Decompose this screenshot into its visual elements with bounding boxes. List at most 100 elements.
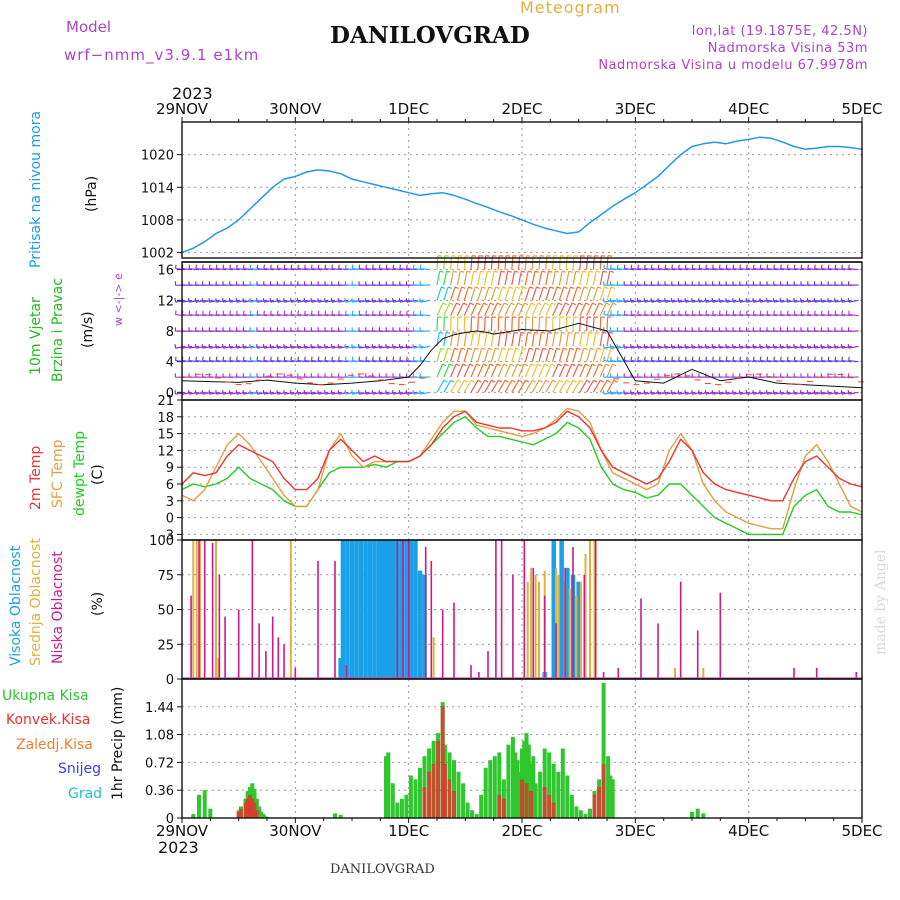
wind-barb xyxy=(780,264,782,269)
wind-barb xyxy=(385,356,388,361)
wind-barb xyxy=(787,360,798,363)
wind-barb xyxy=(571,302,576,306)
total-rain-bar xyxy=(556,771,561,818)
wind-barb xyxy=(284,314,295,317)
wind-barb xyxy=(592,332,597,347)
wind-barb xyxy=(712,356,714,361)
wind-barb xyxy=(413,268,424,271)
low-cloud-bar xyxy=(402,540,404,679)
low-cloud-bar xyxy=(294,667,297,679)
total-rain-bar xyxy=(413,779,418,818)
wind-barb xyxy=(600,379,605,383)
wind-barb xyxy=(841,310,843,315)
high-cloud-bar xyxy=(576,581,581,679)
wind-barb xyxy=(780,310,782,315)
wind-barb xyxy=(719,360,730,363)
wind-barb xyxy=(610,264,612,269)
wind-barb xyxy=(216,360,227,363)
low-cloud-bar xyxy=(277,637,280,679)
wind-barb xyxy=(325,391,336,395)
wind-barb xyxy=(469,302,474,306)
wind-barb xyxy=(379,345,390,349)
wind-barb xyxy=(209,345,220,349)
wind-barb xyxy=(257,345,268,349)
total-rain-bar xyxy=(574,806,579,818)
wind-barb xyxy=(613,379,618,383)
station-title: DANILOVGRAD xyxy=(330,22,530,49)
wind-barb xyxy=(325,299,336,303)
wind-barb xyxy=(235,344,238,349)
wind-barb xyxy=(814,310,816,315)
wind-barb xyxy=(712,299,723,303)
wind-barb xyxy=(497,271,502,286)
wind-barb xyxy=(195,391,206,395)
low-cloud-bar xyxy=(602,672,605,679)
wind-barb xyxy=(692,345,703,349)
total-rain-bar xyxy=(333,813,337,818)
wind-barb xyxy=(420,268,431,271)
wind-barb xyxy=(692,360,703,363)
wind-barb xyxy=(338,299,349,303)
total-rain-bar xyxy=(533,783,538,819)
wind-barb xyxy=(609,331,614,334)
mid-cloud-bar xyxy=(538,581,540,679)
wind-barb xyxy=(814,314,825,317)
wind-barb xyxy=(767,360,778,363)
wind-barb xyxy=(827,344,829,349)
wind-barb xyxy=(443,271,448,286)
wind-barb xyxy=(175,391,186,395)
wind-barb xyxy=(420,299,431,303)
wind-barb xyxy=(568,331,573,334)
wind-barb xyxy=(399,299,410,303)
wind-barb xyxy=(644,360,655,363)
wind-barb xyxy=(558,348,564,362)
wind-barb xyxy=(658,345,669,349)
wind-barb xyxy=(760,314,771,317)
total-rain-bar xyxy=(202,790,207,818)
wind-barb xyxy=(794,345,805,349)
wind-barb xyxy=(821,314,832,317)
wind-barb xyxy=(338,268,349,271)
wind-barb xyxy=(456,379,465,393)
wind-barb xyxy=(793,344,795,349)
low-cloud-bar xyxy=(495,540,497,679)
wind-barb xyxy=(828,314,839,317)
wind-barb xyxy=(665,299,676,303)
low-cloud-bar xyxy=(572,547,574,679)
wind-barb xyxy=(592,316,595,332)
wind-barb xyxy=(552,379,557,383)
wind-barb xyxy=(470,302,478,316)
wind-barb xyxy=(188,298,190,303)
wind-barb xyxy=(359,299,370,303)
total-rain-bar xyxy=(470,810,475,818)
wind-barb xyxy=(636,344,639,349)
wind-barb xyxy=(684,344,687,349)
wind-barb xyxy=(243,299,254,303)
wind-barb xyxy=(518,379,527,393)
wind-barb xyxy=(794,391,805,395)
total-rain-bar xyxy=(418,767,422,818)
wind-barb xyxy=(807,268,818,271)
wind-barb xyxy=(678,268,689,271)
wind-barb xyxy=(637,356,639,361)
wind-barb xyxy=(174,310,177,315)
total-rain-bar xyxy=(551,763,556,818)
wind-barb xyxy=(215,390,217,395)
wind-barb xyxy=(739,264,741,269)
wind-barb xyxy=(256,344,258,349)
wind-barb xyxy=(699,345,710,349)
wind-barb xyxy=(848,299,859,303)
wind-barb xyxy=(592,379,601,393)
wind-barb xyxy=(304,314,315,317)
wind-barb xyxy=(504,332,508,347)
wind-barb xyxy=(732,310,735,315)
wind-barb xyxy=(463,302,471,316)
wind-barb xyxy=(636,298,639,303)
wind-barb xyxy=(216,299,227,303)
wind-barb xyxy=(338,310,340,315)
wind-barb xyxy=(752,344,755,349)
wind-barb xyxy=(501,347,507,350)
high-cloud-bar xyxy=(417,570,423,679)
wind-barb xyxy=(450,286,456,301)
wind-barb xyxy=(545,379,550,383)
